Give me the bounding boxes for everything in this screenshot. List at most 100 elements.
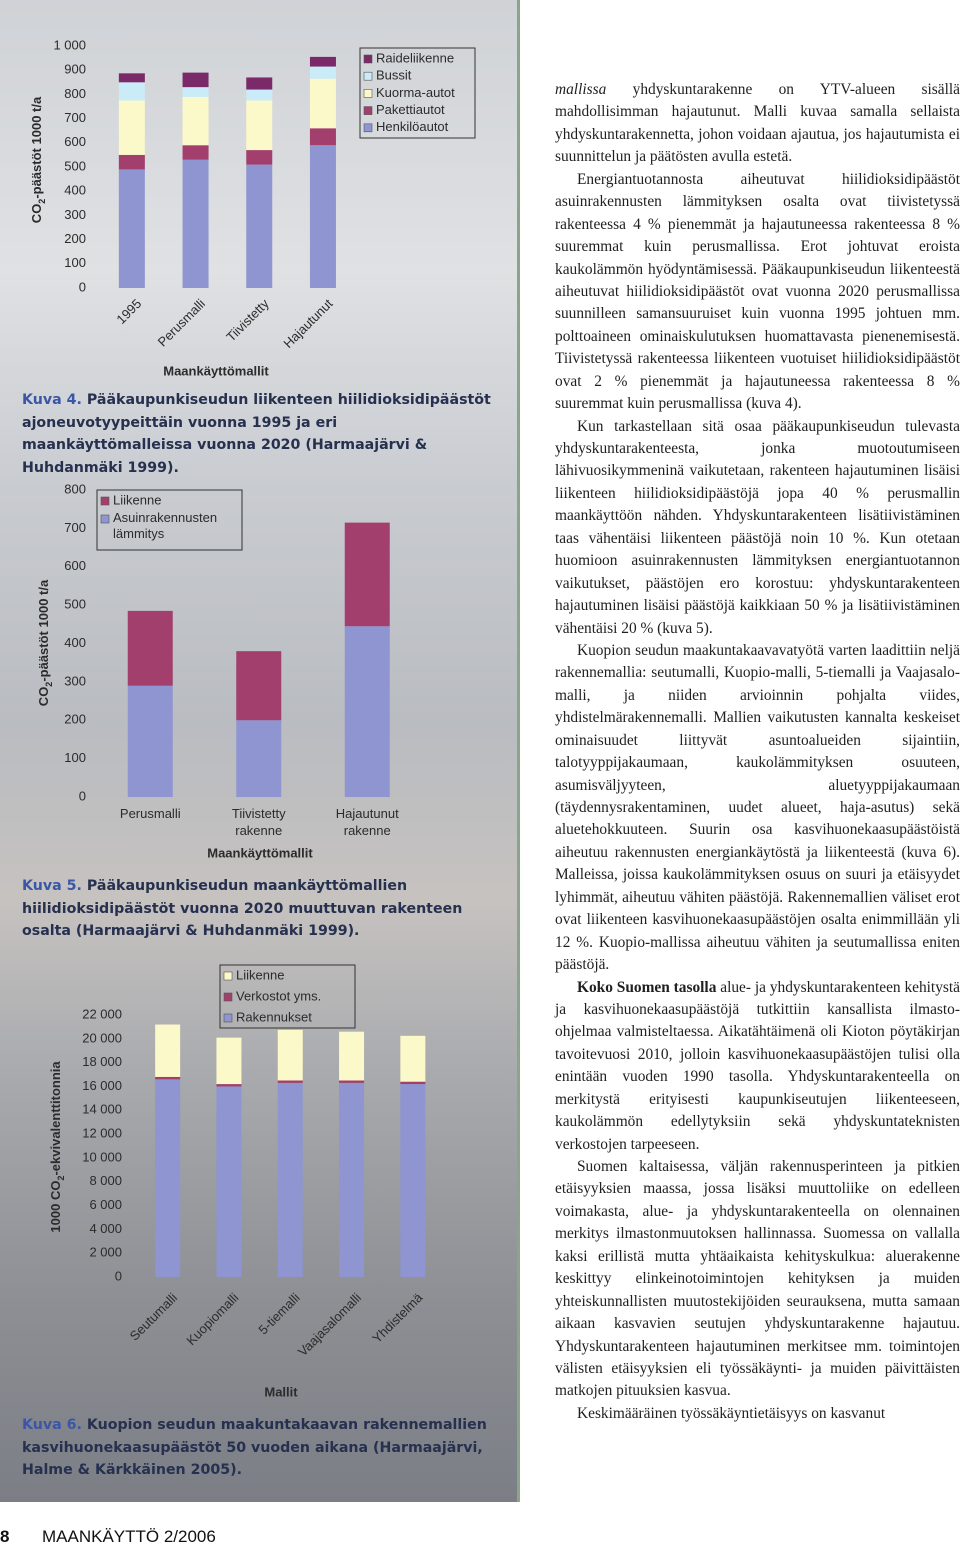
y-axis-label-part: -päästöt 1000 t/a <box>36 579 51 682</box>
bar-segment <box>400 1035 426 1082</box>
y-tick-label: 100 <box>64 750 86 765</box>
caption-text: Kuopion seudun maakuntakaavan rakennemal… <box>22 1417 487 1478</box>
x-tick-label: Seutumalli <box>127 1290 181 1344</box>
paragraph: Kun tarkastellaan sitä osaa pääkaupunkis… <box>555 417 960 637</box>
bar-segment <box>216 1086 242 1277</box>
y-tick-label: 700 <box>64 110 86 125</box>
bar-segment <box>118 154 145 170</box>
caption-label: Kuva 4. <box>22 392 82 408</box>
y-tick-label: 200 <box>64 231 86 246</box>
y-tick-label: 500 <box>64 158 86 173</box>
bar-segment <box>118 169 145 288</box>
caption-text: Pääkaupunkiseudun maankäyttömallien hiil… <box>22 878 463 939</box>
page-number: 8 <box>0 1527 10 1546</box>
bar-segment <box>246 100 273 151</box>
y-tick-label: 900 <box>64 62 86 77</box>
bar-segment <box>118 100 145 155</box>
caption: Kuva 4. Pääkaupunkiseudun liikenteen hiil… <box>22 389 500 479</box>
bar-segment <box>182 96 209 146</box>
legend-label: Kuorma-autot <box>376 85 455 100</box>
legend-label: Liikenne <box>236 967 284 982</box>
bar-segment <box>309 56 336 67</box>
legend-swatch <box>100 496 110 506</box>
x-tick-label: 5-tiemalli <box>255 1290 302 1337</box>
x-tick-label: Tiivistetty <box>223 296 272 345</box>
bar-segment <box>344 626 390 797</box>
publication: MAANKÄYTTÖ 2/2006 <box>42 1527 216 1546</box>
y-axis-label-part: CO <box>29 204 44 224</box>
bar-segment <box>155 1024 181 1077</box>
bar-segment <box>118 82 145 101</box>
legend-swatch <box>363 71 373 81</box>
bar-segment <box>344 522 390 627</box>
caption: Kuva 6. Kuopion seudun maakuntakaavan rak… <box>22 1414 500 1482</box>
x-tick-label: Perusmalli <box>120 806 181 821</box>
bar-segment <box>339 1080 365 1083</box>
x-tick-label: Hajautunut rakenne <box>336 806 399 838</box>
x-tick-label: Tiivistetty rakenne <box>232 806 286 838</box>
y-tick-label: 22 000 <box>82 1006 122 1021</box>
y-tick-label: 200 <box>64 712 86 727</box>
legend-swatch <box>100 514 110 524</box>
y-axis-label: 1000 CO2-ekvivalenttitonnia <box>48 1061 66 1233</box>
paragraph: Kuopion seudun maakuntakaavavatyötä vart… <box>555 641 960 974</box>
y-tick-label: 500 <box>64 597 86 612</box>
y-tick-label: 800 <box>64 86 86 101</box>
legend-label: Rakennukset <box>236 1009 312 1024</box>
y-tick-label: 0 <box>115 1268 122 1283</box>
text-run: yhdyskuntarakenne on YTV-alueen sisällä … <box>555 81 960 166</box>
footer: 8 MAANKÄYTTÖ 2/2006 <box>0 1527 216 1547</box>
legend-box <box>359 47 476 139</box>
y-tick-label: 300 <box>64 673 86 688</box>
y-tick-label: 600 <box>64 134 86 149</box>
y-tick-label: 16 000 <box>82 1078 122 1093</box>
y-tick-label: 100 <box>64 255 86 270</box>
text-run: alue- ja yhdyskuntarakenteen kehitystä j… <box>555 978 960 1153</box>
paragraph: Keskimääräinen työssäkäyntietäisyys on k… <box>577 1404 886 1422</box>
y-axis-label-part: 1000 CO <box>48 1181 63 1233</box>
bar-segment <box>182 72 209 88</box>
x-axis-label: Maankäyttömallit <box>207 845 313 860</box>
bar-segment <box>339 1031 365 1081</box>
paragraph: Koko Suomen tasolla alue- ja yhdyskuntar… <box>555 977 960 1157</box>
legend-label: Henkilöautot <box>376 119 449 134</box>
y-tick-label: 0 <box>79 788 86 803</box>
bar-segment <box>118 73 145 83</box>
bar-segment <box>155 1079 181 1277</box>
bar-segment <box>277 1082 303 1277</box>
legend-label: Verkostot yms. <box>236 988 321 1003</box>
y-tick-label: 6 000 <box>89 1197 122 1212</box>
x-tick-label: Vaajasalomalli <box>295 1290 364 1359</box>
bar-segment <box>309 145 336 288</box>
bar-segment <box>309 66 336 79</box>
y-tick-label: 700 <box>64 520 86 535</box>
bar-segment <box>246 77 273 90</box>
y-axis-label: CO2-päästöt 1000 t/a <box>29 96 47 223</box>
legend-swatch <box>363 54 373 64</box>
x-tick-label: Kuopiomalli <box>183 1290 241 1348</box>
x-tick-label: Yhdistelmä <box>369 1289 426 1346</box>
x-axis-label: Maankäyttömallit <box>163 363 269 378</box>
y-axis-label-part: 2 <box>37 199 47 204</box>
bar-segment <box>309 78 336 129</box>
bar-segment <box>246 89 273 101</box>
caption: Kuva 5. Pääkaupunkiseudun maankäyttömalli… <box>22 875 500 943</box>
legend-swatch <box>223 1013 233 1023</box>
bar-segment <box>182 87 209 97</box>
y-tick-label: 12 000 <box>82 1126 122 1141</box>
bar-segment <box>277 1029 303 1081</box>
bar-segment <box>155 1076 181 1080</box>
y-tick-label: 2 000 <box>89 1245 122 1260</box>
bold-run: Koko Suomen tasolla <box>577 978 717 996</box>
x-tick-label: Hajautunut <box>280 296 335 351</box>
y-tick-label: 10 000 <box>82 1149 122 1164</box>
y-tick-label: 4 000 <box>89 1221 122 1236</box>
bar-segment <box>182 145 209 160</box>
bar-segment <box>246 164 273 288</box>
bar-segment <box>277 1080 303 1083</box>
y-tick-label: 800 <box>64 481 86 496</box>
bar-segment <box>127 610 173 686</box>
legend-swatch <box>363 123 373 133</box>
